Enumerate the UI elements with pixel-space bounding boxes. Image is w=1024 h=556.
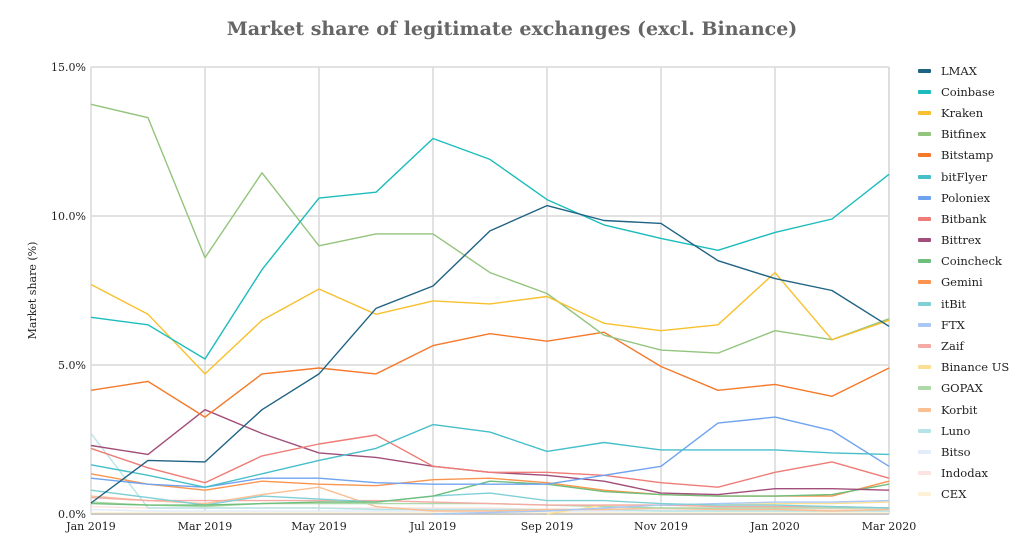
legend-label: Indodax: [941, 466, 988, 481]
legend-item[interactable]: Bitbank: [918, 208, 1009, 229]
legend-swatch: [918, 492, 931, 497]
series-line-coincheck: [90, 480, 890, 506]
series-line-luno: [90, 433, 889, 512]
legend-item[interactable]: Zaif: [918, 335, 1009, 356]
legend-item[interactable]: Bittrex: [918, 230, 1009, 251]
legend-label: Poloniex: [941, 190, 991, 205]
series-line-poloniex: [90, 416, 890, 488]
legend-item[interactable]: Bitstamp: [918, 145, 1009, 166]
y-axis-label: Market share (%): [26, 242, 39, 340]
x-tick-label: May 2019: [291, 520, 347, 533]
series-line-itbit: [90, 489, 890, 509]
x-tick-label: Jul 2019: [409, 520, 457, 533]
y-tick-label: 15.0%: [51, 61, 86, 74]
legend-label: itBit: [941, 296, 967, 311]
x-tick-label: Jan 2019: [65, 520, 116, 533]
legend-swatch: [918, 216, 931, 221]
x-tick-label: Nov 2019: [634, 520, 688, 533]
series-line-bitstamp: [90, 331, 890, 418]
legend-swatch: [918, 428, 931, 433]
legend-item[interactable]: Coincheck: [918, 251, 1009, 272]
legend-label: Kraken: [941, 105, 984, 120]
x-tick-label: Mar 2019: [178, 520, 233, 533]
legend-swatch: [918, 365, 931, 370]
series-line-bitfinex: [90, 103, 890, 354]
legend: LMAX Coinbase Kraken Bitfinex Bitstamp bitFly…: [918, 60, 1009, 505]
series-line-kraken: [90, 271, 890, 375]
legend-item[interactable]: Luno: [918, 420, 1009, 441]
legend-swatch: [918, 153, 931, 158]
legend-item[interactable]: Gemini: [918, 272, 1009, 293]
legend-swatch: [918, 471, 931, 476]
x-tick-label: Jan 2020: [749, 520, 800, 533]
series-line-ftx: [432, 499, 890, 515]
legend-swatch: [918, 386, 931, 391]
legend-item[interactable]: Binance US: [918, 357, 1009, 378]
chart-title: Market share of legitimate exchanges (ex…: [226, 18, 798, 40]
legend-item[interactable]: Bitso: [918, 441, 1009, 462]
legend-item[interactable]: Indodax: [918, 463, 1009, 484]
legend-label: CEX: [941, 487, 967, 502]
legend-swatch: [918, 449, 931, 454]
legend-swatch: [918, 68, 931, 73]
legend-label: Gemini: [941, 275, 983, 290]
legend-label: Bitbank: [941, 211, 987, 226]
legend-swatch: [918, 344, 931, 349]
y-tick-label: 10.0%: [51, 210, 86, 223]
legend-swatch: [918, 132, 931, 137]
legend-label: Coincheck: [941, 254, 1002, 269]
legend-item[interactable]: Korbit: [918, 399, 1009, 420]
legend-item[interactable]: Bitfinex: [918, 124, 1009, 145]
legend-swatch: [918, 89, 931, 94]
series-line-zaif: [90, 496, 890, 509]
legend-item[interactable]: LMAX: [918, 60, 1009, 81]
legend-swatch: [918, 174, 931, 179]
legend-label: Bitstamp: [941, 148, 994, 163]
legend-label: bitFlyer: [941, 169, 988, 184]
series-line-bitflyer: [90, 423, 890, 488]
legend-item[interactable]: Kraken: [918, 102, 1009, 123]
series-line-bitbank: [90, 434, 890, 488]
legend-label: Zaif: [941, 339, 964, 354]
legend-swatch: [918, 110, 931, 115]
legend-swatch: [918, 301, 931, 306]
legend-item[interactable]: FTX: [918, 314, 1009, 335]
legend-item[interactable]: bitFlyer: [918, 166, 1009, 187]
legend-swatch: [918, 407, 931, 412]
legend-swatch: [918, 280, 931, 285]
series-line-lmax: [90, 204, 890, 504]
legend-label: LMAX: [941, 63, 977, 78]
series-line-coinbase: [90, 137, 890, 360]
legend-label: Bittrex: [941, 233, 982, 248]
legend-label: Bitso: [941, 444, 971, 459]
legend-label: Korbit: [941, 402, 978, 417]
y-tick-label: 5.0%: [58, 359, 86, 372]
legend-swatch: [918, 195, 931, 200]
legend-item[interactable]: Coinbase: [918, 81, 1009, 102]
legend-label: GOPAX: [941, 381, 983, 396]
x-tick-label: Mar 2020: [862, 520, 917, 533]
legend-label: Binance US: [941, 360, 1010, 375]
legend-item[interactable]: Poloniex: [918, 187, 1009, 208]
legend-item[interactable]: itBit: [918, 293, 1009, 314]
legend-label: Bitfinex: [941, 127, 987, 142]
y-tick-label: 0.0%: [58, 508, 86, 521]
legend-swatch: [918, 322, 931, 327]
x-tick-label: Sep 2019: [521, 520, 574, 533]
legend-item[interactable]: CEX: [918, 484, 1009, 505]
legend-item[interactable]: GOPAX: [918, 378, 1009, 399]
legend-label: Coinbase: [941, 84, 995, 99]
legend-label: Luno: [941, 423, 971, 438]
legend-swatch: [918, 238, 931, 243]
legend-label: FTX: [941, 317, 965, 332]
legend-swatch: [918, 259, 931, 264]
